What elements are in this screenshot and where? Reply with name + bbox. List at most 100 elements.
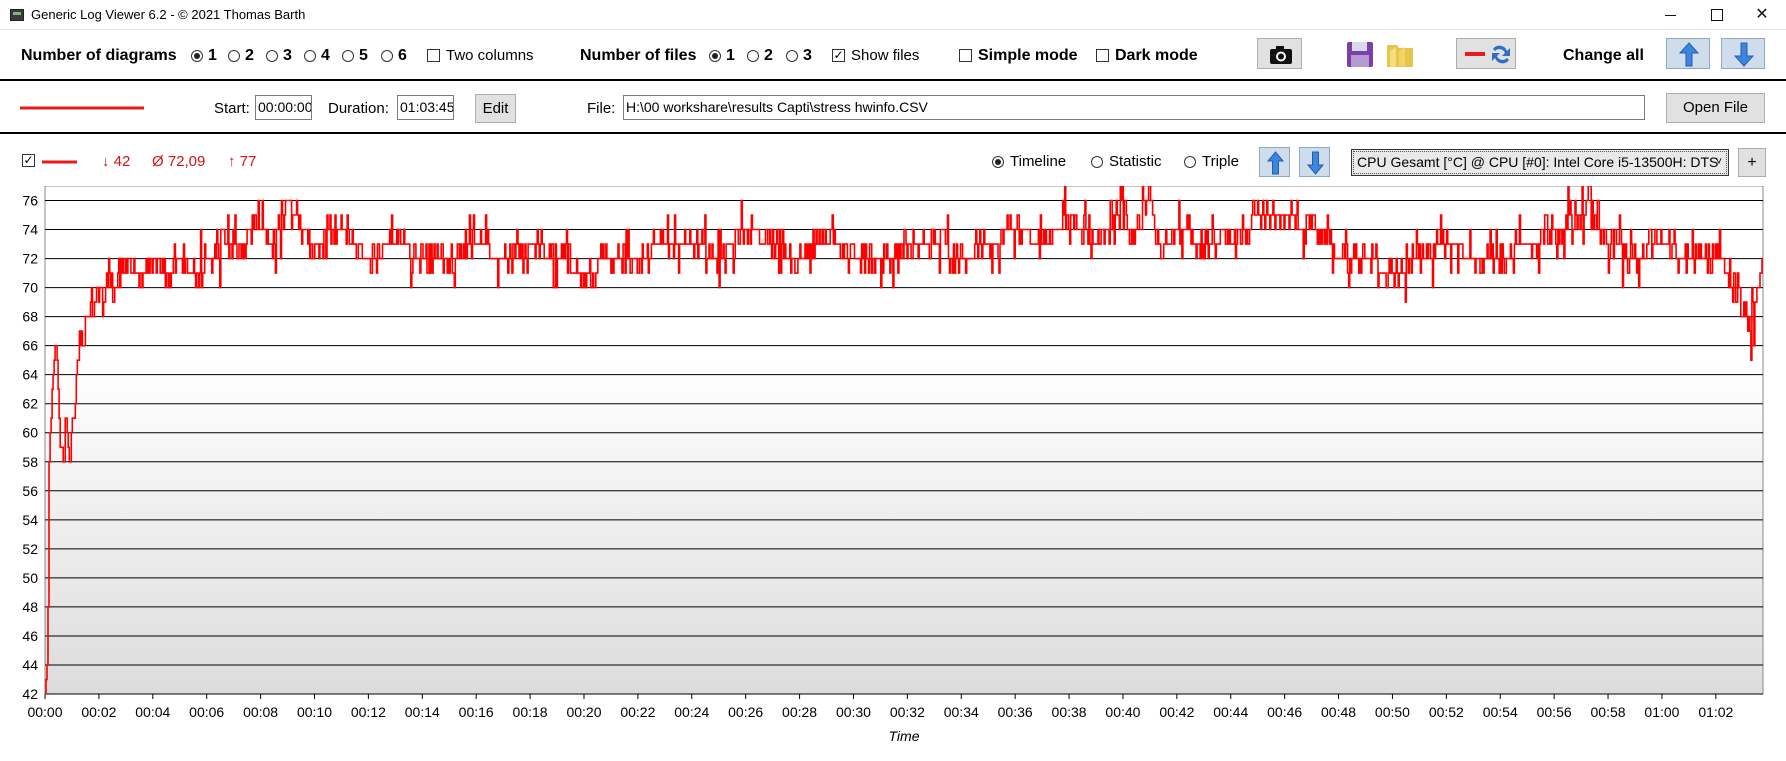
duration-input[interactable]: 01:03:45 [397,95,454,120]
y-axis-ticks: 42 44 46 48 50 52 54 56 58 60 62 64 66 68 70 72 74 76 [22,193,38,702]
y-tick-label: 74 [22,222,38,238]
series-visible-checkbox[interactable]: ✓ [22,153,35,167]
x-tick-label: 00:28 [782,704,817,720]
files-radio-3[interactable] [786,50,798,62]
edit-button[interactable]: Edit [475,94,516,123]
arrow-up-icon [1266,151,1285,175]
x-tick-label: 00:50 [1375,704,1410,720]
x-tick-label: 00:40 [1105,704,1140,720]
change-all-label: Change all [1563,47,1644,64]
x-tick-label: 00:20 [566,704,601,720]
file-path-input[interactable]: H:\00 workshare\results Capti\stress hwi… [623,95,1645,120]
y-tick-label: 52 [22,541,38,557]
x-tick-label: 00:22 [620,704,655,720]
files-radio-1[interactable] [709,50,721,62]
x-tick-label: 00:58 [1591,704,1626,720]
view-triple-label: Triple [1202,153,1239,170]
series-line-sample [20,106,144,110]
x-tick-label: 00:26 [728,704,763,720]
diagrams-radio-3[interactable] [266,50,278,62]
diagrams-option-6-label: 6 [398,47,407,64]
dark-mode-label: Dark mode [1115,47,1198,64]
min-value: ↓ 42 [102,153,131,170]
two-columns-label: Two columns [446,47,534,64]
y-tick-label: 54 [22,512,38,528]
simple-mode-label: Simple mode [978,47,1078,64]
series-up-button[interactable] [1259,147,1290,177]
chart-header: ✓ ↓ 42 Ø 72,09 ↑ 77 Timeline Statistic T… [0,136,1786,186]
file-bar: Start: 00:00:00 Duration: 01:03:45 Edit … [0,82,1786,134]
x-tick-label: 00:24 [674,704,709,720]
diagrams-radio-5[interactable] [342,50,354,62]
x-tick-label: 00:48 [1321,704,1356,720]
duration-label: Duration: [328,100,389,117]
start-input[interactable]: 00:00:00 [255,95,312,120]
sensor-select-value: CPU Gesamt [°C] @ CPU [#0]: Intel Core i… [1357,154,1719,170]
title-bar: Generic Log Viewer 6.2 - © 2021 Thomas B… [0,0,1786,30]
x-tick-label: 00:16 [459,704,494,720]
main-toolbar: Number of diagrams 1 2 3 4 5 6 Two colum… [0,31,1786,81]
simple-mode-checkbox[interactable] [959,49,972,62]
diagrams-option-1-label: 1 [208,47,217,64]
x-axis-ticks: 00:00 00:02 00:04 00:06 00:08 00:10 00:12 00:14… [27,694,1734,720]
max-value: ↑ 77 [228,153,257,170]
files-option-2-label: 2 [764,47,773,64]
minimize-button[interactable] [1647,0,1693,30]
x-tick-label: 00:38 [1052,704,1087,720]
dark-mode-checkbox[interactable] [1096,49,1109,62]
series-color-sample [42,160,77,164]
open-file-button[interactable]: Open File [1666,93,1765,123]
change-line-button[interactable] [1456,38,1516,69]
save-button[interactable] [1343,38,1375,69]
y-tick-label: 62 [22,396,38,412]
diagrams-radio-6[interactable] [381,50,393,62]
screenshot-button[interactable] [1257,38,1302,69]
app-icon [10,9,24,21]
diagrams-radio-1[interactable] [191,50,203,62]
view-statistic-radio[interactable] [1091,156,1103,168]
add-series-button[interactable]: + [1738,148,1766,177]
arrow-up-icon [1678,42,1700,67]
view-triple-radio[interactable] [1184,156,1196,168]
file-label: File: [587,100,616,117]
close-button[interactable]: ✕ [1755,6,1769,23]
files-radio-2[interactable] [747,50,759,62]
start-label: Start: [214,100,250,117]
two-columns-checkbox[interactable] [427,49,440,62]
x-tick-label: 00:34 [944,704,979,720]
y-tick-label: 50 [22,570,38,586]
view-timeline-radio[interactable] [992,156,1004,168]
sensor-select[interactable]: CPU Gesamt [°C] @ CPU [#0]: Intel Core i… [1351,149,1729,176]
diagrams-radio-2[interactable] [228,50,240,62]
move-down-all-button[interactable] [1721,38,1765,69]
show-files-checkbox[interactable]: ✓ [832,48,845,62]
x-tick-label: 00:18 [513,704,548,720]
y-tick-label: 66 [22,338,38,354]
x-tick-label: 00:44 [1213,704,1248,720]
y-tick-label: 72 [22,251,38,267]
x-tick-label: 00:36 [998,704,1033,720]
x-tick-label: 00:52 [1429,704,1464,720]
plot-area [44,186,1764,695]
diagrams-radio-4[interactable] [304,50,316,62]
x-tick-label: 01:02 [1698,704,1733,720]
y-tick-label: 44 [22,657,38,673]
x-tick-label: 00:04 [135,704,170,720]
view-timeline-label: Timeline [1010,153,1067,170]
x-tick-label: 00:00 [27,704,62,720]
x-tick-label: 00:42 [1159,704,1194,720]
y-tick-label: 42 [22,686,38,702]
open-folder-button[interactable] [1383,38,1415,69]
move-up-all-button[interactable] [1666,38,1710,69]
x-tick-label: 00:54 [1483,704,1518,720]
maximize-button[interactable] [1693,0,1739,30]
line-swap-icon [1465,45,1510,64]
show-files-label: Show files [851,47,920,64]
files-option-3-label: 3 [803,47,812,64]
x-tick-label: 00:14 [405,704,440,720]
diagrams-option-5-label: 5 [359,47,368,64]
y-tick-label: 64 [22,367,38,383]
folder-icon [1387,45,1413,67]
series-down-button[interactable] [1299,147,1330,177]
x-tick-label: 00:06 [189,704,224,720]
